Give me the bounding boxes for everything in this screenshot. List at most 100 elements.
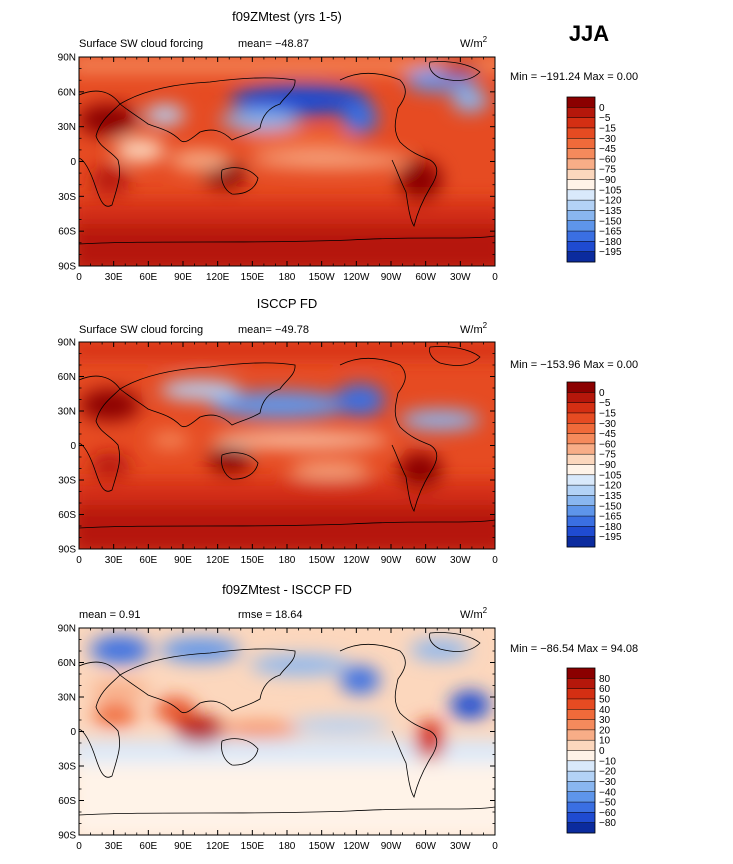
y-tick-label: 0 bbox=[70, 727, 76, 738]
panel-3-minmax: Min = −86.54 Max = 94.08 bbox=[510, 643, 638, 655]
colorbar-label: −10 bbox=[599, 756, 616, 767]
panel-1-colorbar: 0−5−15−30−45−60−75−90−105−120−135−150−16… bbox=[566, 96, 622, 263]
colorbar-label: −5 bbox=[599, 398, 611, 409]
panel-3-map-field bbox=[79, 628, 495, 835]
y-tick-label: 90N bbox=[58, 53, 76, 64]
colorbar-swatch bbox=[567, 536, 595, 548]
colorbar-swatch bbox=[567, 97, 595, 108]
colorbar-label: 40 bbox=[599, 705, 611, 716]
colorbar-swatch bbox=[567, 474, 595, 486]
panel-1-coastlines bbox=[79, 61, 495, 245]
colorbar-swatch bbox=[567, 678, 595, 689]
x-tick-label: 120W bbox=[343, 841, 370, 852]
colorbar-swatch bbox=[567, 760, 595, 772]
x-tick-label: 0 bbox=[492, 272, 498, 283]
colorbar-swatch bbox=[567, 200, 595, 211]
y-tick-label: 60N bbox=[58, 372, 76, 383]
colorbar-swatch bbox=[567, 505, 595, 517]
panel-1-axis-ticks: 0 30E 60E 90E 120E 150E 180 150W 120W 90W 60W 30W 09… bbox=[58, 53, 499, 284]
colorbar-label: −60 bbox=[599, 808, 616, 819]
x-tick-label: 180 bbox=[279, 555, 296, 566]
colorbar-label: 0 bbox=[599, 103, 605, 114]
panel-1: f09ZMtest (yrs 1-5) Surface SW cloud for… bbox=[58, 9, 638, 283]
x-tick-label: 90W bbox=[381, 272, 402, 283]
x-tick-label: 90E bbox=[174, 272, 192, 283]
panel-1-mean-label: mean= −48.87 bbox=[238, 38, 309, 50]
panel-2-units: W/m2 bbox=[460, 321, 488, 336]
x-tick-label: 30E bbox=[105, 272, 123, 283]
colorbar-swatch bbox=[567, 516, 595, 527]
panel-2-map-field bbox=[79, 342, 495, 549]
colorbar-swatch bbox=[567, 781, 595, 793]
x-tick-label: 60E bbox=[139, 555, 157, 566]
colorbar-label: 80 bbox=[599, 674, 611, 685]
colorbar-label: −120 bbox=[599, 481, 622, 492]
colorbar-label: −135 bbox=[599, 491, 622, 502]
panel-1-map-field bbox=[79, 57, 495, 266]
colorbar-label: −135 bbox=[599, 206, 622, 217]
panel-2-mean-label: mean= −49.78 bbox=[238, 324, 309, 336]
colorbar-swatch bbox=[567, 698, 595, 710]
colorbar-label: −195 bbox=[599, 532, 622, 543]
y-tick-label: 30N bbox=[58, 122, 76, 133]
x-tick-label: 30E bbox=[105, 555, 123, 566]
colorbar-label: −30 bbox=[599, 419, 616, 430]
panel-3-rmse-label: rmse = 18.64 bbox=[238, 609, 303, 621]
colorbar-label: −60 bbox=[599, 439, 616, 450]
y-tick-label: 60S bbox=[58, 510, 76, 521]
colorbar-swatch bbox=[567, 169, 595, 180]
colorbar-swatch bbox=[567, 668, 595, 679]
colorbar-swatch bbox=[567, 750, 595, 762]
colorbar-label: −165 bbox=[599, 512, 622, 523]
colorbar-label: −50 bbox=[599, 798, 616, 809]
colorbar-label: −90 bbox=[599, 460, 616, 471]
panel-2-minmax: Min = −153.96 Max = 0.00 bbox=[510, 359, 638, 371]
x-tick-label: 150W bbox=[309, 841, 336, 852]
panel-2-colorbar: 0−5−15−30−45−60−75−90−105−120−135−150−16… bbox=[566, 381, 622, 548]
y-tick-label: 90S bbox=[58, 262, 76, 273]
panel-3-units: W/m2 bbox=[460, 606, 488, 621]
panel-2-left-label: Surface SW cloud forcing bbox=[79, 324, 203, 336]
colorbar-swatch bbox=[567, 210, 595, 222]
colorbar-swatch bbox=[567, 138, 595, 149]
colorbar-swatch bbox=[567, 127, 595, 139]
colorbar-swatch bbox=[567, 485, 595, 496]
colorbar-swatch bbox=[567, 231, 595, 242]
y-tick-label: 30N bbox=[58, 693, 76, 704]
colorbar-label: −75 bbox=[599, 165, 616, 176]
panel-1-units: W/m2 bbox=[460, 35, 488, 50]
colorbar-swatch bbox=[567, 495, 595, 507]
colorbar-label: −150 bbox=[599, 501, 622, 512]
colorbar-label: −105 bbox=[599, 185, 622, 196]
y-tick-label: 90N bbox=[58, 624, 76, 635]
x-tick-label: 90W bbox=[381, 841, 402, 852]
panel-3: f09ZMtest - ISCCP FD mean = 0.91 rmse = … bbox=[58, 582, 638, 852]
x-tick-label: 120W bbox=[343, 272, 370, 283]
colorbar-label: −15 bbox=[599, 123, 616, 134]
colorbar-swatch bbox=[567, 423, 595, 434]
x-tick-label: 150W bbox=[309, 272, 336, 283]
x-tick-label: 150E bbox=[241, 272, 265, 283]
y-tick-label: 0 bbox=[70, 441, 76, 452]
colorbar-swatch bbox=[567, 220, 595, 232]
colorbar-swatch bbox=[567, 443, 595, 455]
x-tick-label: 30E bbox=[105, 841, 123, 852]
x-tick-label: 90E bbox=[174, 555, 192, 566]
x-tick-label: 120E bbox=[206, 841, 230, 852]
x-tick-label: 60W bbox=[415, 272, 436, 283]
y-tick-label: 90N bbox=[58, 338, 76, 349]
x-tick-label: 150E bbox=[241, 841, 265, 852]
x-tick-label: 120E bbox=[206, 555, 230, 566]
colorbar-swatch bbox=[567, 709, 595, 720]
colorbar-label: −5 bbox=[599, 113, 611, 124]
colorbar-swatch bbox=[567, 688, 595, 700]
colorbar-label: 10 bbox=[599, 736, 611, 747]
colorbar-label: −60 bbox=[599, 154, 616, 165]
colorbar-label: 60 bbox=[599, 684, 611, 695]
y-tick-label: 30S bbox=[58, 192, 76, 203]
x-tick-label: 60W bbox=[415, 555, 436, 566]
colorbar-label: 0 bbox=[599, 388, 605, 399]
y-tick-label: 90S bbox=[58, 831, 76, 842]
